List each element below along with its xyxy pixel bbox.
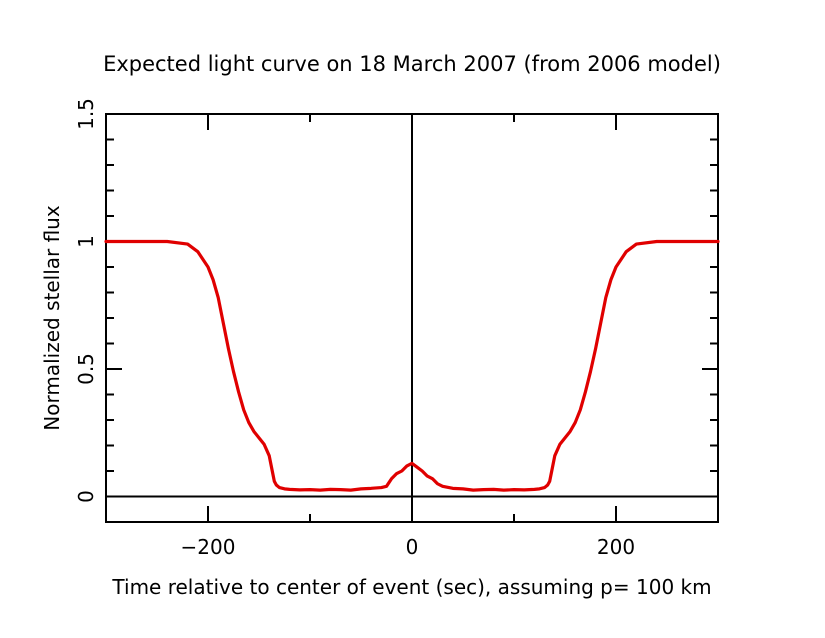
x-tick-label: −200: [181, 535, 236, 559]
y-tick-label: 0: [74, 490, 98, 503]
y-axis-label: Normalized stellar flux: [40, 205, 64, 431]
y-tick-label: 1: [74, 235, 98, 248]
x-tick-label: 0: [406, 535, 419, 559]
chart-title: Expected light curve on 18 March 2007 (f…: [103, 52, 721, 76]
y-tick-labels: 0 0.5 1 1.5: [74, 98, 98, 503]
x-tick-labels: −200 0 200: [181, 535, 636, 559]
plot-area: [104, 113, 720, 523]
x-axis-label: Time relative to center of event (sec), …: [111, 575, 711, 599]
minor-ticks: [105, 114, 719, 523]
light-curve-series: [104, 239, 720, 492]
x-tick-label: 200: [597, 535, 635, 559]
y-tick-label: 1.5: [74, 98, 98, 130]
y-tick-label: 0.5: [74, 353, 98, 385]
